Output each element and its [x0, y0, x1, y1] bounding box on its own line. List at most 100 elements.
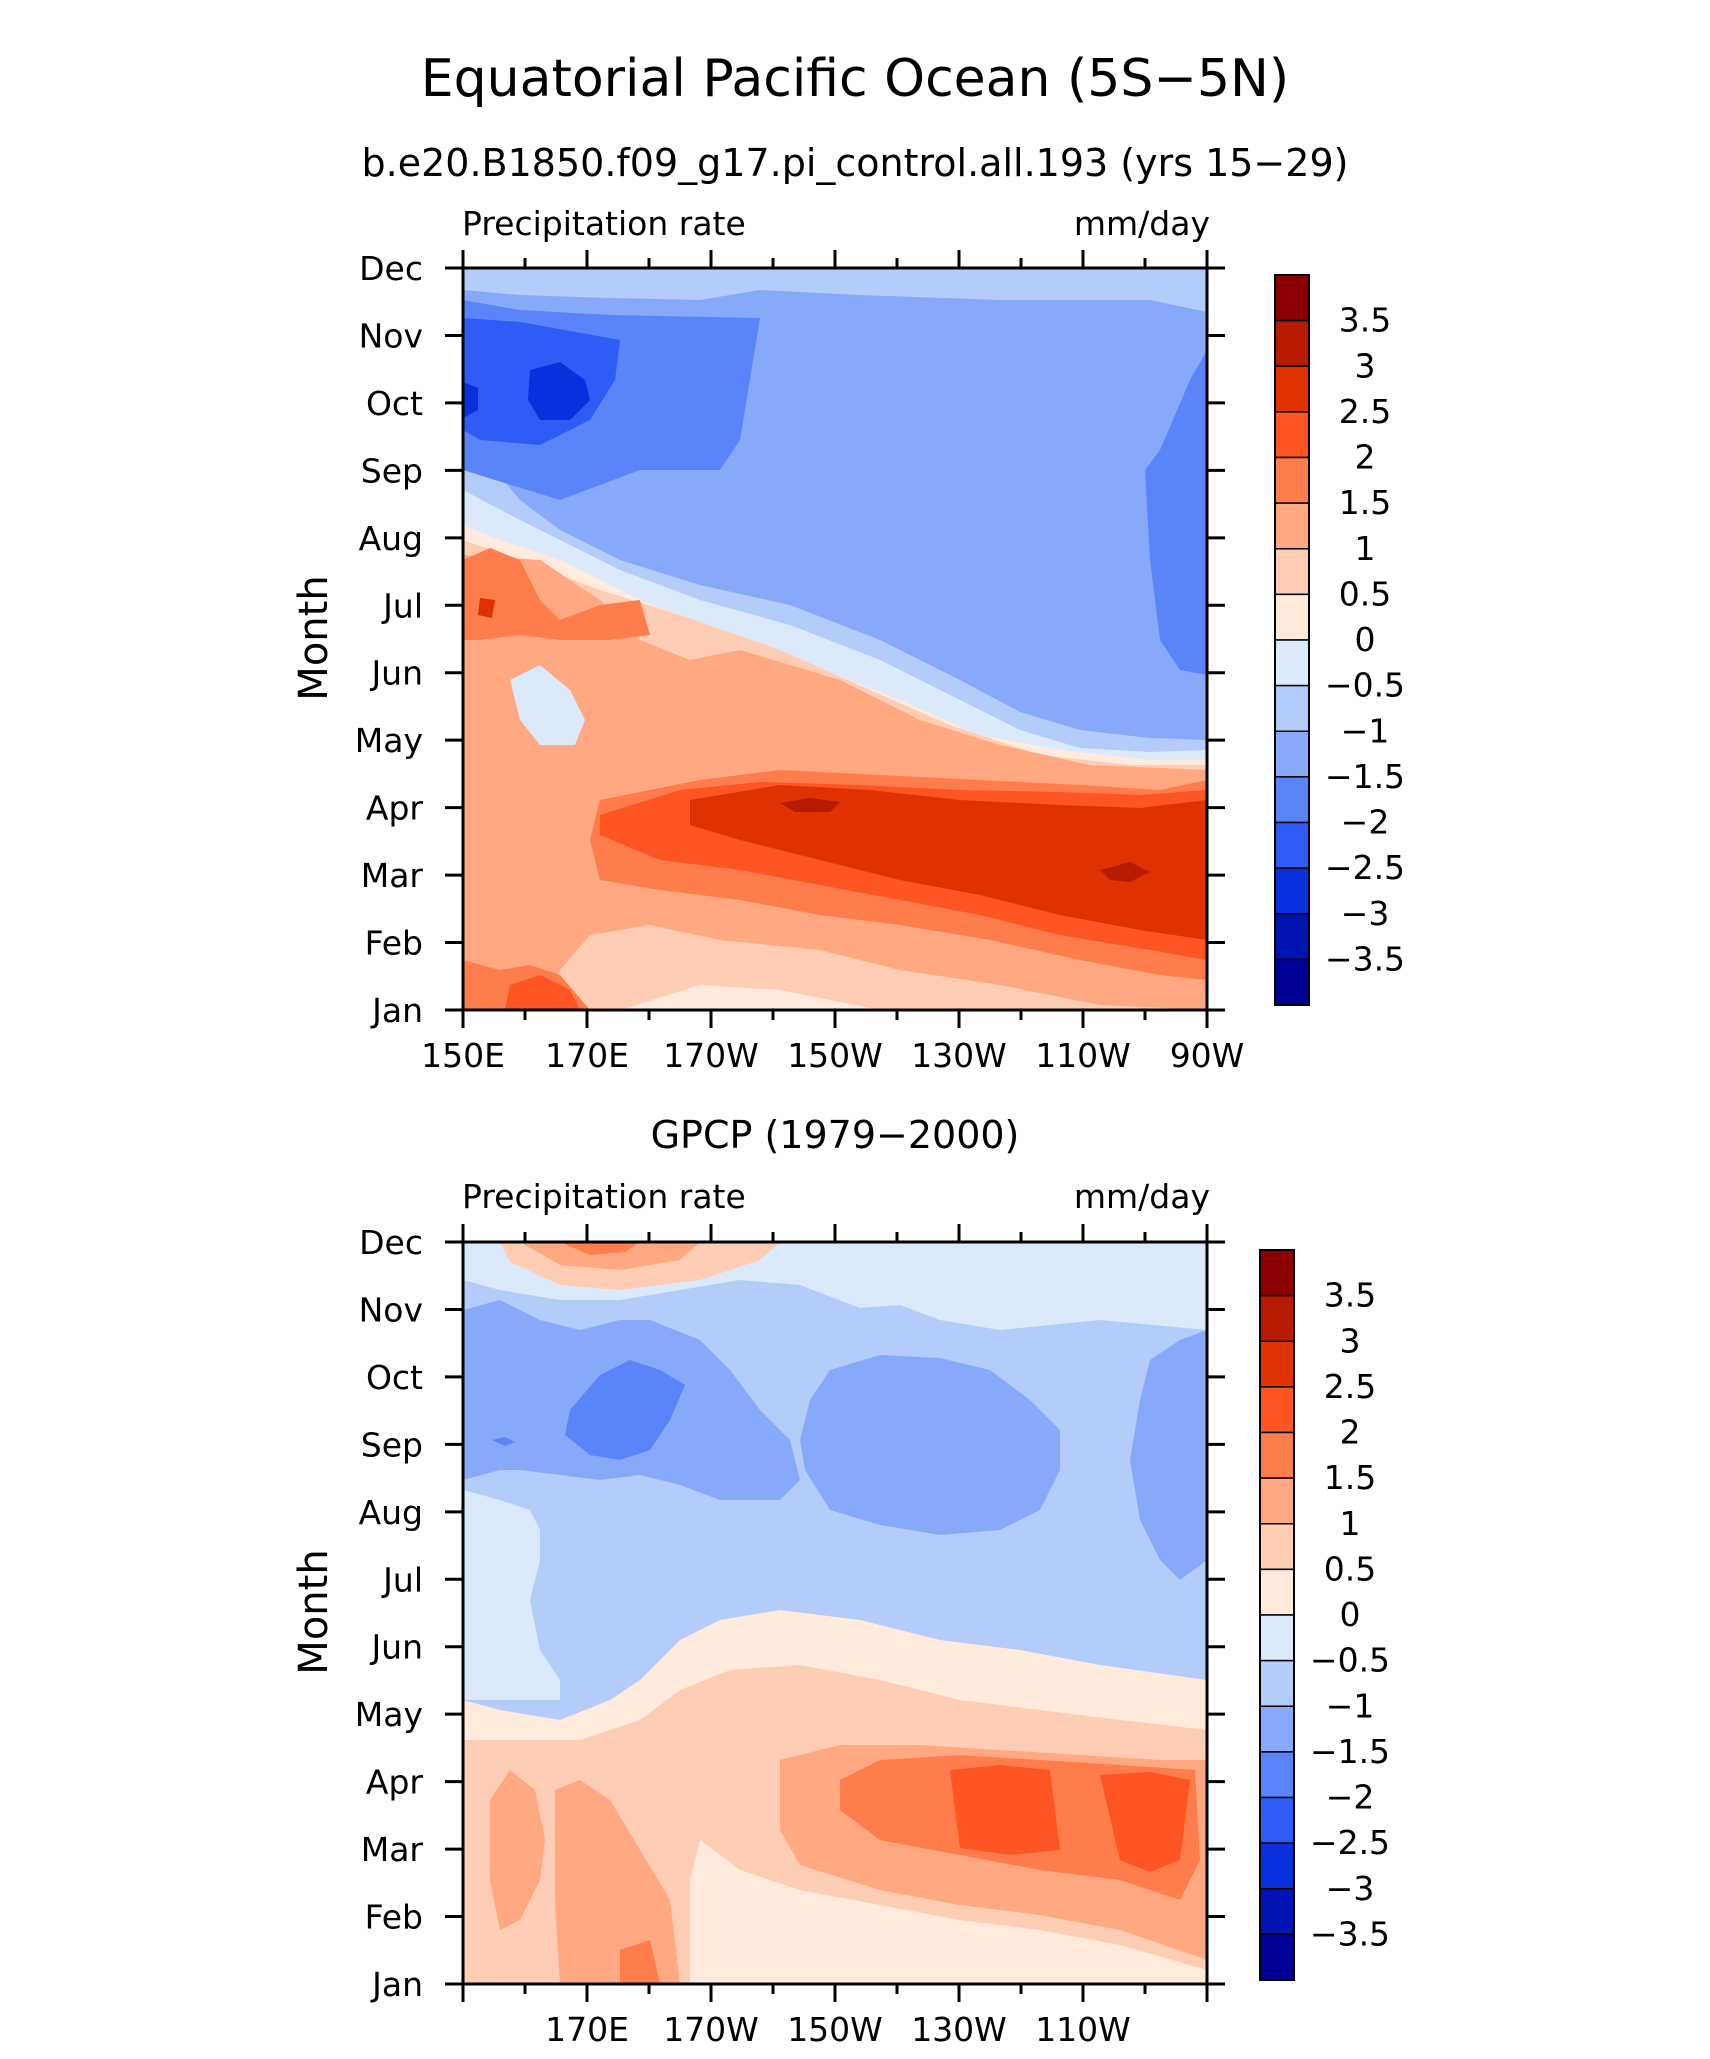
- colorbar-swatch: [1274, 639, 1310, 687]
- contour-3-east: [1100, 862, 1150, 882]
- x-tick-label: 170E: [545, 1036, 629, 1075]
- panel-model-title: b.e20.B1850.f09_g17.pi_control.all.193 (…: [362, 141, 1349, 185]
- panel-gpcp-plot-area: [461, 1240, 1209, 1986]
- contour-minus-3-west: [463, 382, 478, 418]
- panel-model-colorbar: 3.5 3 2.5 2 1.5 1 0.5 0 −0.5 −1 −1.5 −2 −2.5 −3 −3.5: [1274, 274, 1405, 1006]
- contour-minus-1-band: [463, 268, 1207, 312]
- colorbar-swatch: [1259, 1705, 1295, 1753]
- colorbar-swatch: [1274, 821, 1310, 869]
- y-tick-label: Jul: [381, 586, 423, 625]
- y-tick-label: Jul: [381, 1560, 423, 1599]
- y-tick-label: Mar: [361, 1830, 424, 1869]
- contour-cool-blob: [510, 665, 585, 745]
- contour-warm-west: [463, 548, 650, 640]
- colorbar-label: 0: [1340, 1595, 1361, 1634]
- colorbar-swatch: [1274, 274, 1310, 322]
- colorbar-swatch: [1274, 319, 1310, 367]
- x-tick-label: 110W: [1035, 1036, 1131, 1075]
- x-tick-label: 130W: [911, 1036, 1007, 1075]
- colorbar-swatch: [1259, 1386, 1295, 1434]
- panel-gpcp-ticks: Jan Feb Mar Apr May Jun Jul Aug Sep Oct Nov Dec 170E…: [355, 1223, 1225, 2049]
- colorbar-label: 1.5: [1324, 1458, 1376, 1497]
- colorbar-label: 2.5: [1339, 392, 1391, 431]
- colorbar-swatch: [1274, 365, 1310, 413]
- colorbar-swatch: [1259, 1294, 1295, 1342]
- y-tick-label: Sep: [361, 1425, 423, 1464]
- colorbar-frame: [1274, 274, 1310, 1006]
- y-tick-label: Feb: [365, 924, 423, 963]
- colorbar-label: 1.5: [1339, 483, 1391, 522]
- colorbar-label: 3: [1355, 346, 1376, 385]
- colorbar-label: −2.5: [1310, 1823, 1390, 1862]
- contour-3: [780, 798, 840, 812]
- y-tick-label: Mar: [361, 856, 424, 895]
- colorbar-swatch: [1259, 1477, 1295, 1525]
- colorbar-swatch: [1274, 867, 1310, 915]
- y-tick-label: Dec: [359, 249, 423, 288]
- colorbar-label: 2: [1355, 438, 1376, 477]
- colorbar-label: 3.5: [1339, 301, 1391, 340]
- colorbar-label: −3.5: [1310, 1914, 1390, 1953]
- x-tick-label: 130W: [911, 2010, 1007, 2049]
- colorbar-label: −3: [1326, 1869, 1375, 1908]
- panel-gpcp: GPCP (1979−2000) Precipitation rate mm/d…: [291, 1113, 1390, 2049]
- contour-2-east-a: [950, 1765, 1060, 1855]
- colorbar-label: −1.5: [1325, 757, 1405, 796]
- colorbar-label: −3.5: [1325, 939, 1405, 978]
- y-tick-label: Aug: [359, 519, 423, 558]
- colorbar-label: 2: [1340, 1413, 1361, 1452]
- colorbar-swatch: [1274, 502, 1310, 550]
- x-tick-label: 150E: [421, 1036, 505, 1075]
- colorbar-swatch: [1274, 958, 1310, 1006]
- y-tick-label: Feb: [365, 1898, 423, 1937]
- colorbar-label: 1: [1340, 1504, 1361, 1543]
- contour-1-west: [490, 1770, 545, 1930]
- colorbar-label: −1: [1341, 711, 1390, 750]
- colorbar-swatch: [1259, 1659, 1295, 1707]
- panel-gpcp-title: GPCP (1979−2000): [651, 1113, 1020, 1157]
- colorbar-swatch: [1259, 1568, 1295, 1616]
- colorbar-swatch: [1259, 1523, 1295, 1571]
- y-tick-label: Nov: [359, 1290, 423, 1329]
- x-tick-label: 150W: [787, 1036, 883, 1075]
- y-tick-label: May: [355, 721, 423, 760]
- contour-1-west2: [555, 1780, 680, 1984]
- colorbar-swatch: [1259, 1751, 1295, 1799]
- contour-warm-north-1p5: [560, 1242, 640, 1255]
- contour-2-east-b: [1100, 1772, 1190, 1872]
- y-tick-label: Oct: [366, 384, 423, 423]
- contour-2p5: [690, 785, 1207, 940]
- contour-minus-1p5-east: [1130, 1330, 1207, 1580]
- contour-1p5-southwest: [620, 1940, 660, 1984]
- panel-gpcp-right-label: mm/day: [1074, 1177, 1210, 1216]
- colorbar-label: −2: [1341, 803, 1390, 842]
- colorbar-label: 0: [1355, 620, 1376, 659]
- y-tick-label: Aug: [359, 1493, 423, 1532]
- y-tick-label: Jun: [369, 1628, 423, 1667]
- y-tick-label: Apr: [366, 1763, 424, 1802]
- panel-model-ylabel: Month: [291, 575, 337, 700]
- colorbar-label: 0.5: [1339, 574, 1391, 613]
- colorbar-swatch: [1259, 1933, 1295, 1981]
- colorbar-swatch: [1259, 1796, 1295, 1844]
- y-tick-label: Dec: [359, 1223, 423, 1262]
- x-tick-label: 150W: [787, 2010, 883, 2049]
- colorbar-swatch: [1274, 913, 1310, 961]
- y-tick-label: Jan: [370, 991, 423, 1030]
- colorbar-label: 0.5: [1324, 1549, 1376, 1588]
- contour-warm-north-1: [520, 1242, 700, 1270]
- colorbar-label: 3: [1340, 1321, 1361, 1360]
- x-tick-label: 170W: [663, 2010, 759, 2049]
- y-tick-label: Jun: [369, 654, 423, 693]
- contour-minus-2-small: [492, 1437, 515, 1446]
- colorbar-label: −1.5: [1310, 1732, 1390, 1771]
- colorbar-swatch: [1274, 548, 1310, 596]
- panel-gpcp-colorbar: 3.5 3 2.5 2 1.5 1 0.5 0 −0.5 −1 −1.5 −2 −2.5 −3 −3.5: [1259, 1249, 1390, 1981]
- colorbar-frame: [1259, 1249, 1295, 1981]
- colorbar-label: 2.5: [1324, 1367, 1376, 1406]
- contour-minus-0p5-mid: [463, 1490, 560, 1700]
- colorbar-swatch: [1259, 1249, 1295, 1297]
- x-tick-label: 170W: [663, 1036, 759, 1075]
- colorbar-label: −2.5: [1325, 848, 1405, 887]
- y-tick-label: Apr: [366, 789, 424, 828]
